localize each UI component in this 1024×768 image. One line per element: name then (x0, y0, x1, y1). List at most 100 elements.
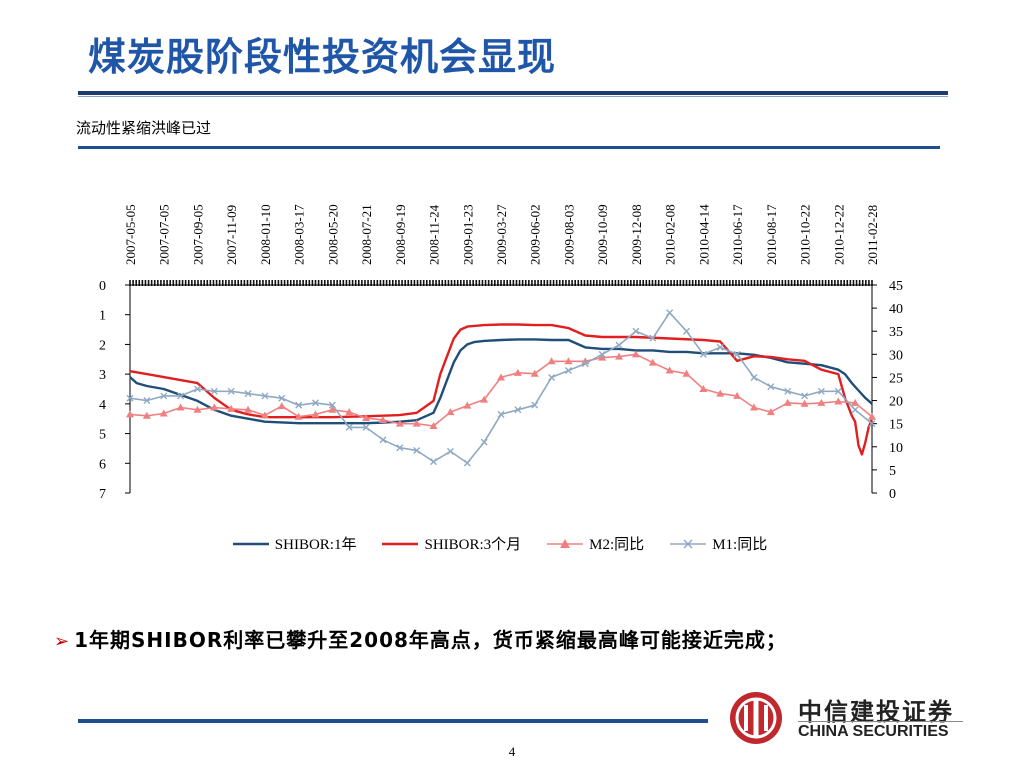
data-point-m2 (446, 408, 455, 416)
y-right-tick-label: 30 (889, 348, 903, 363)
data-point-m2 (260, 411, 269, 419)
data-point-m1 (210, 387, 218, 395)
x-tick-label: 2009-10-09 (595, 204, 610, 265)
data-point-m1 (598, 350, 606, 358)
x-tick-label: 2009-12-08 (629, 204, 644, 265)
y-left-tick-label: 4 (99, 398, 106, 413)
data-point-m1 (497, 410, 505, 418)
x-tick-label: 2007-09-05 (190, 204, 205, 265)
chart-title: 流动性紧缩洪峰已过 (76, 119, 212, 137)
x-tick-label: 2010-10-22 (798, 204, 813, 265)
series-line-shibor-3m (129, 323, 874, 456)
data-point-m2 (395, 419, 404, 427)
chart-title-divider (78, 146, 940, 149)
legend-swatch-m2 (547, 538, 584, 548)
data-point-m1 (564, 367, 572, 375)
company-logo: 中信建投证券 CHINA SECURITIES (728, 688, 968, 748)
x-tick-label: 2010-06-17 (730, 204, 745, 265)
data-point-m2 (817, 398, 826, 406)
conclusion-text: ➢ 1年期SHIBOR利率已攀升至2008年高点，货币紧缩最高峰可能接近完成； (54, 624, 787, 653)
data-point-m2 (564, 357, 573, 365)
data-point-m1 (716, 343, 724, 351)
y-left-tick-label: 7 (99, 487, 106, 502)
data-point-m1 (801, 392, 809, 400)
x-tick-label: 2009-03-27 (494, 204, 509, 265)
x-tick-label: 2009-06-02 (528, 204, 543, 265)
data-point-m2 (800, 399, 809, 407)
data-point-m1 (413, 446, 421, 454)
x-tick-label: 2008-01-10 (258, 204, 273, 265)
data-point-m1 (345, 423, 353, 431)
data-point-m2 (851, 398, 860, 406)
title-divider-thin (78, 96, 948, 97)
data-point-m2 (648, 358, 657, 366)
data-point-m1 (851, 406, 859, 414)
data-point-m1 (227, 387, 235, 395)
data-point-m2 (530, 369, 539, 377)
legend-swatch-shibor-1y (232, 542, 269, 545)
data-point-m2 (480, 395, 489, 403)
x-tick-label: 2010-12-22 (831, 204, 846, 265)
data-point-m1 (683, 327, 690, 335)
data-point-m2 (244, 405, 253, 413)
y-right-tick-label: 15 (889, 418, 903, 433)
series-line-m1 (129, 311, 873, 464)
data-point-m2 (665, 366, 674, 374)
legend-swatch-shibor-3m (382, 542, 419, 545)
data-point-m1 (817, 387, 825, 395)
data-point-m1 (193, 385, 201, 393)
y-right-tick-label: 45 (889, 279, 903, 294)
data-point-m2 (142, 411, 151, 419)
data-point-m1 (699, 350, 707, 358)
data-point-m2 (547, 357, 556, 365)
data-point-m2 (429, 421, 438, 429)
data-point-m2 (615, 352, 624, 360)
y-right-tick-label: 20 (889, 395, 903, 410)
x-tick-label: 2008-09-19 (393, 204, 408, 265)
data-point-m1 (548, 373, 556, 381)
data-point-m1 (514, 406, 522, 414)
data-point-m1 (295, 401, 303, 409)
data-point-m1 (160, 392, 168, 400)
footer-divider (78, 719, 708, 723)
logo-english-name: CHINA SECURITIES (798, 723, 949, 740)
data-point-m1 (143, 397, 151, 405)
data-point-m2 (699, 385, 708, 392)
data-point-m1 (261, 392, 269, 400)
data-point-m2 (378, 415, 387, 423)
data-point-m1 (244, 390, 252, 398)
data-point-m1 (733, 350, 741, 358)
data-point-m2 (733, 391, 742, 399)
data-point-m2 (277, 402, 286, 410)
data-point-m2 (311, 410, 320, 418)
x-tick-label: 2009-08-03 (561, 204, 576, 265)
data-point-m2 (345, 408, 354, 416)
data-point-m2 (362, 414, 371, 422)
chart-legend: SHIBOR:1年 SHIBOR:3个月 M2:同比 M1:同比 (0, 533, 1000, 554)
data-point-m2 (126, 410, 134, 418)
legend-label-m1: M1:同比 (712, 537, 768, 553)
slide-title: 煤炭股阶段性投资机会显现 (88, 35, 557, 79)
x-tick-label: 2007-05-05 (123, 204, 138, 265)
data-point-m1 (463, 459, 471, 467)
data-point-m1 (834, 387, 842, 395)
data-point-m1 (531, 401, 539, 409)
data-point-m2 (159, 409, 168, 417)
legend-swatch-m1 (670, 538, 707, 549)
y-left-tick-label: 5 (99, 428, 106, 443)
page-number: 4 (508, 744, 516, 759)
y-left-tick-label: 6 (99, 457, 106, 472)
logo-divider (798, 721, 963, 722)
data-point-m1 (649, 334, 657, 342)
x-tick-label: 2008-03-17 (292, 204, 307, 265)
x-tick-label: 2008-05-20 (325, 204, 340, 265)
x-tick-label: 2008-07-21 (359, 204, 374, 265)
y-right-tick-label: 5 (889, 464, 896, 479)
data-point-m1 (615, 341, 623, 349)
data-point-m2 (631, 350, 640, 358)
data-point-m2 (497, 373, 505, 381)
legend-item-shibor-3m: SHIBOR:3个月 (382, 533, 521, 554)
y-right-tick-label: 40 (889, 302, 903, 317)
data-point-m1 (362, 423, 370, 431)
